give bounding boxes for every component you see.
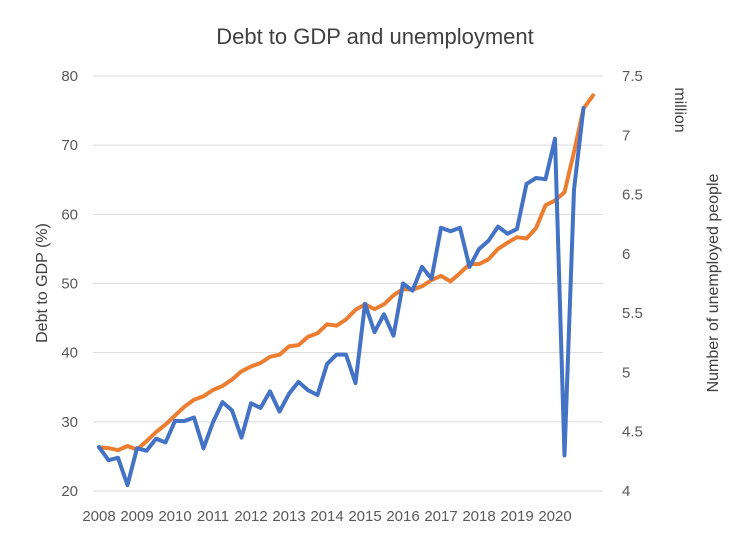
right-tick-label: 4 [622,483,630,500]
x-tick-label: 2014 [310,508,343,525]
debt-to-gdp-line [97,93,595,453]
x-tick-label: 2008 [82,508,115,525]
x-tick-label: 2015 [348,508,381,525]
left-tick-label: 60 [61,206,78,223]
series-lines [97,93,595,488]
right-tick-label: 4.5 [622,424,643,441]
left-tick-label: 20 [61,483,78,500]
x-tick-label: 2013 [272,508,305,525]
right-axis-unit-label: million [671,87,688,132]
x-tick-label: 2010 [158,508,191,525]
left-axis-label: Debt to GDP (%) [34,223,51,343]
right-tick-label: 6 [622,246,630,263]
right-axis-label: Number of unemployed people [705,174,722,393]
x-axis-ticks: 2008 2009 2010 2011 2012 2013 2014 2015 2016 2017… [82,508,571,525]
right-tick-label: 7.5 [622,68,643,85]
x-tick-label: 2020 [538,508,571,525]
left-tick-label: 50 [61,276,78,293]
right-tick-label: 6.5 [622,187,643,204]
chart-title: Debt to GDP and unemployment [216,24,534,49]
x-tick-label: 2018 [462,508,495,525]
x-tick-label: 2011 [197,508,229,525]
x-tick-label: 2009 [120,508,153,525]
right-tick-label: 5 [622,364,630,381]
right-tick-label: 5.5 [622,305,643,322]
left-tick-label: 30 [61,414,78,431]
left-tick-label: 70 [61,137,78,154]
x-tick-label: 2016 [386,508,419,525]
left-tick-label: 40 [61,345,78,362]
x-tick-label: 2012 [234,508,267,525]
right-axis-ticks: 4 4.5 5 5.5 6 6.5 7 7.5 [622,68,643,500]
x-tick-label: 2017 [424,508,457,525]
x-tick-label: 2019 [500,508,533,525]
unemployed-line [97,106,586,488]
right-tick-label: 7 [622,127,630,144]
left-axis-ticks: 20 30 40 50 60 70 80 [61,68,78,500]
left-tick-label: 80 [61,68,78,85]
